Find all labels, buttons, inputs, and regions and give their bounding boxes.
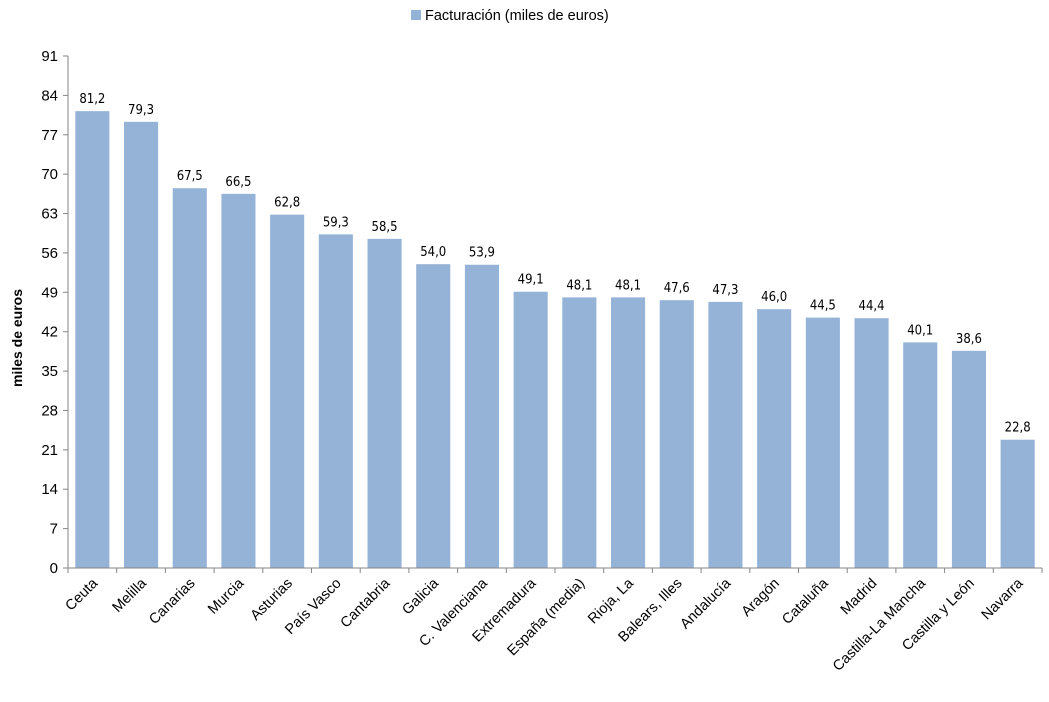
data-label: 38,6: [956, 332, 982, 347]
y-tick-label: 0: [50, 560, 58, 577]
data-label: 59,3: [323, 215, 349, 230]
y-tick-label: 21: [41, 442, 58, 459]
bar: [513, 291, 548, 568]
bar: [903, 342, 938, 568]
data-label: 49,1: [518, 273, 544, 288]
bars: 81,2 79,3 67,5 66,5 62,8 59,3 58,5 54,0 53,9 49,1…: [75, 92, 1035, 568]
y-axis: 0 7 14 21 28 35 42 49 56 63 70 77 84 91: [41, 48, 69, 577]
data-label: 66,5: [225, 175, 251, 190]
legend-swatch: [411, 10, 421, 20]
bar: [270, 214, 305, 568]
bar: [562, 297, 597, 568]
bar: [611, 297, 646, 568]
data-label: 44,4: [859, 299, 885, 314]
data-label: 48,1: [566, 278, 592, 293]
data-label: 47,6: [664, 281, 690, 296]
category-label: Melilla: [110, 575, 151, 616]
y-tick-label: 7: [50, 521, 58, 538]
y-tick-label: 56: [41, 245, 58, 262]
category-label: Cataluña: [779, 575, 832, 628]
category-label: Galicia: [399, 575, 442, 618]
category-label: Canarias: [146, 576, 198, 628]
y-tick-label: 42: [41, 324, 58, 341]
bar: [757, 309, 792, 568]
y-tick-label: 63: [41, 206, 58, 223]
category-label: Ceuta: [62, 575, 101, 614]
bar: [367, 238, 402, 568]
data-label: 67,5: [177, 169, 203, 184]
bar: [464, 264, 499, 568]
y-tick-label: 35: [41, 363, 58, 380]
y-tick-label: 91: [41, 48, 58, 65]
bar: [416, 264, 451, 568]
data-label: 53,9: [469, 246, 495, 261]
bar: [1000, 439, 1035, 568]
data-label: 54,0: [420, 245, 446, 260]
data-label: 58,5: [372, 220, 398, 235]
category-label: Aragón: [739, 576, 783, 620]
data-label: 22,8: [1005, 421, 1031, 436]
bar: [75, 111, 110, 568]
y-tick-label: 84: [41, 87, 58, 104]
bar: [221, 193, 256, 568]
data-label: 46,0: [761, 290, 787, 305]
category-label: Madrid: [838, 576, 881, 619]
y-axis-title: miles de euros: [9, 289, 25, 387]
data-label: 62,8: [274, 196, 300, 211]
y-tick-label: 49: [41, 284, 58, 301]
bar: [854, 318, 889, 568]
bar: [708, 301, 743, 568]
bar: [318, 234, 353, 568]
category-label: Asturias: [248, 576, 296, 624]
y-tick-label: 70: [41, 166, 58, 183]
bar: [951, 350, 986, 568]
legend: Facturación (miles de euros): [411, 8, 609, 24]
category-label: Murcia: [205, 575, 248, 618]
category-label: Andalucía: [677, 575, 735, 633]
data-label: 81,2: [79, 92, 105, 107]
bar: [805, 317, 840, 568]
category-label: Castilla-La Mancha: [830, 575, 930, 675]
category-label: Cantabria: [338, 575, 394, 631]
category-label: Navarra: [979, 575, 1027, 623]
data-label: 48,1: [615, 278, 641, 293]
data-label: 44,5: [810, 299, 836, 314]
bar: [659, 300, 694, 568]
bar: [124, 121, 159, 568]
data-label: 79,3: [128, 103, 154, 118]
legend-label: Facturación (miles de euros): [425, 8, 609, 24]
data-label: 40,1: [907, 323, 933, 338]
y-tick-label: 77: [41, 127, 58, 144]
data-label: 47,3: [712, 283, 738, 298]
bar: [172, 188, 207, 568]
y-tick-label: 14: [41, 481, 58, 498]
y-tick-label: 28: [41, 402, 58, 419]
